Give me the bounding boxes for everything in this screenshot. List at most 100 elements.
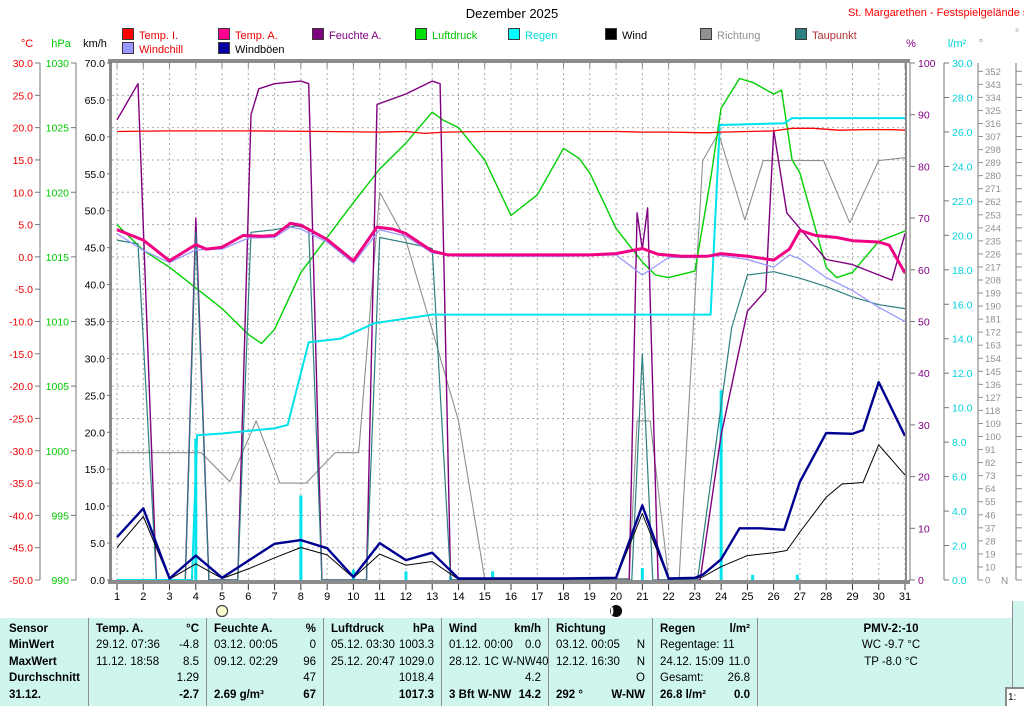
north-label: N xyxy=(1001,576,1008,587)
tick-label: 70 xyxy=(918,213,930,225)
legend-item-richtung: Richtung xyxy=(700,28,760,42)
day-label: 22 xyxy=(662,591,674,603)
axis-unit-label: hPa xyxy=(51,38,71,50)
table-row-label: MaxWert xyxy=(9,655,57,668)
day-label: 8 xyxy=(298,591,304,603)
tick-label: 352 xyxy=(985,67,1001,78)
series-temp_i xyxy=(116,127,905,135)
grid xyxy=(112,63,906,580)
tick-label: 20.0 xyxy=(952,230,973,242)
tick-label: 82 xyxy=(985,458,996,469)
table-cell: 03.12. 00:05 N xyxy=(556,639,645,652)
day-label: 19 xyxy=(584,591,596,603)
tick-label: -5.0 xyxy=(15,284,33,296)
legend-swatch-icon xyxy=(218,28,230,40)
tick-label: 343 xyxy=(985,80,1001,91)
table-col-feuchte-a-: Feuchte A.% 03.12. 00:05 0 09.12. 02:29 96 47… xyxy=(206,618,323,706)
legend-label: Temp. I. xyxy=(139,30,179,42)
table-cell: 12.12. 16:30 N xyxy=(556,655,645,668)
legend-swatch-icon xyxy=(312,28,324,40)
table-header: Wind km/h xyxy=(449,623,541,635)
tick-label: 40 xyxy=(918,368,930,380)
legend-item-luftdruck: Luftdruck xyxy=(415,28,477,42)
series-windboen xyxy=(116,380,905,580)
table-col-temp-a-: Temp. A. °C 29.12. 07:36 -4.8 11.12. 18:58 8.… xyxy=(88,618,206,706)
tick-label: 316 xyxy=(985,119,1001,130)
tick-label: 65.0 xyxy=(85,95,106,107)
tick-label: 30 xyxy=(918,420,930,432)
full-moon-icon xyxy=(215,604,229,618)
tick-label: 0.0 xyxy=(18,252,33,264)
day-label: 27 xyxy=(794,591,806,603)
table-cell: 47 xyxy=(303,672,316,685)
day-label: 24 xyxy=(715,591,727,603)
tick-label: 40.0 xyxy=(85,280,106,292)
tick-label: 4.0 xyxy=(952,506,967,518)
table-col-regen: Regen l/m² Regentage: 11 24.12. 15:09 11.0 Ge… xyxy=(652,618,757,706)
legend-item-temp-i-: Temp. I. xyxy=(122,28,179,42)
tick-label: 190 xyxy=(985,302,1001,313)
tick-label: 1020 xyxy=(46,187,70,199)
table-cell: 1017.3 xyxy=(398,688,434,701)
tick-label: 262 xyxy=(985,197,1001,208)
legend-item-wind: Wind xyxy=(605,28,647,42)
tick-label: 325 xyxy=(985,106,1001,117)
tick-label: 64 xyxy=(985,484,996,495)
tick-label: 35.0 xyxy=(85,317,106,329)
tick-label: 28 xyxy=(985,536,996,547)
table-cell: 05.12. 03:30 1003.3 xyxy=(331,639,434,652)
tick-label: 1015 xyxy=(46,252,70,264)
tick-label: -40.0 xyxy=(9,510,33,522)
day-label: 12 xyxy=(400,591,412,603)
table-col-pmv: PMV-2:-10 WC -9.7 °C TP -8.0 °C xyxy=(757,618,1024,706)
axis-unit-label: °C xyxy=(21,38,33,50)
table-cell: 24.12. 15:09 11.0 xyxy=(660,655,750,668)
tick-label: 208 xyxy=(985,275,1001,286)
summary-table: Sensor MinWert MaxWert Durchschnitt 31.12. Te… xyxy=(0,618,1024,706)
x-axis-labels: 1 2 3 4 5 6 7 8 9 10 11 12 13 14 15 16 17 18 19 20 21 22 23 24 2… xyxy=(114,591,911,603)
legend-label: Regen xyxy=(525,30,558,42)
legend-label: Taupunkt xyxy=(812,30,857,42)
tick-label: 0 xyxy=(918,575,924,587)
series-lines xyxy=(116,77,905,580)
table-cell: 26.8 l/m² 0.0 xyxy=(660,688,750,701)
tick-label: 0.0 xyxy=(952,575,967,587)
table-col-richtung: Richtung 03.12. 00:05 N 12.12. 16:30 N O 292 °… xyxy=(548,618,652,706)
tick-label: 100 xyxy=(985,432,1001,443)
tick-label: 50 xyxy=(918,317,930,329)
day-label: 3 xyxy=(166,591,172,603)
tick-label: 1000 xyxy=(46,446,70,458)
tick-label: 90 xyxy=(918,110,930,122)
table-header: Feuchte A.% xyxy=(214,623,316,635)
chart-canvas[interactable]: 1 2 3 4 5 6 7 8 9 10 11 12 13 14 15 16 17 18 19 20 21 22 23 24 2… xyxy=(0,0,1024,618)
legend-item-feuchte-a-: Feuchte A. xyxy=(312,28,382,42)
tick-label: 10 xyxy=(985,562,996,573)
tick-label: 289 xyxy=(985,158,1001,169)
tick-label: 30.0 xyxy=(85,353,106,365)
day-label: 6 xyxy=(245,591,251,603)
new-moon-icon xyxy=(610,605,623,617)
tick-label: 10.0 xyxy=(85,501,106,513)
page-title: Dezember 2025 xyxy=(465,6,559,21)
tick-label: 235 xyxy=(985,236,1001,247)
legend-swatch-icon xyxy=(122,28,134,40)
tick-label: 8.0 xyxy=(952,437,967,449)
tick-label: 226 xyxy=(985,249,1001,260)
tick-label: 253 xyxy=(985,210,1001,221)
tick-label: 73 xyxy=(985,471,996,482)
legend-swatch-icon xyxy=(415,28,427,40)
legend-label: Windchill xyxy=(139,44,184,56)
table-header: Luftdruck hPa xyxy=(331,623,434,635)
tick-label: 145 xyxy=(985,367,1001,378)
tick-label: 163 xyxy=(985,341,1001,352)
table-cell: 29.12. 07:36 -4.8 xyxy=(96,639,199,652)
table-col-sensor: Sensor MinWert MaxWert Durchschnitt 31.12. xyxy=(0,618,88,706)
tick-label: 55.0 xyxy=(85,169,106,181)
day-label: 9 xyxy=(324,591,330,603)
legend-item-regen: Regen xyxy=(508,28,558,42)
table-row-label: 31.12. xyxy=(9,688,41,701)
right-edge-strip xyxy=(1012,601,1024,688)
axis-unit-label: % xyxy=(906,38,916,50)
